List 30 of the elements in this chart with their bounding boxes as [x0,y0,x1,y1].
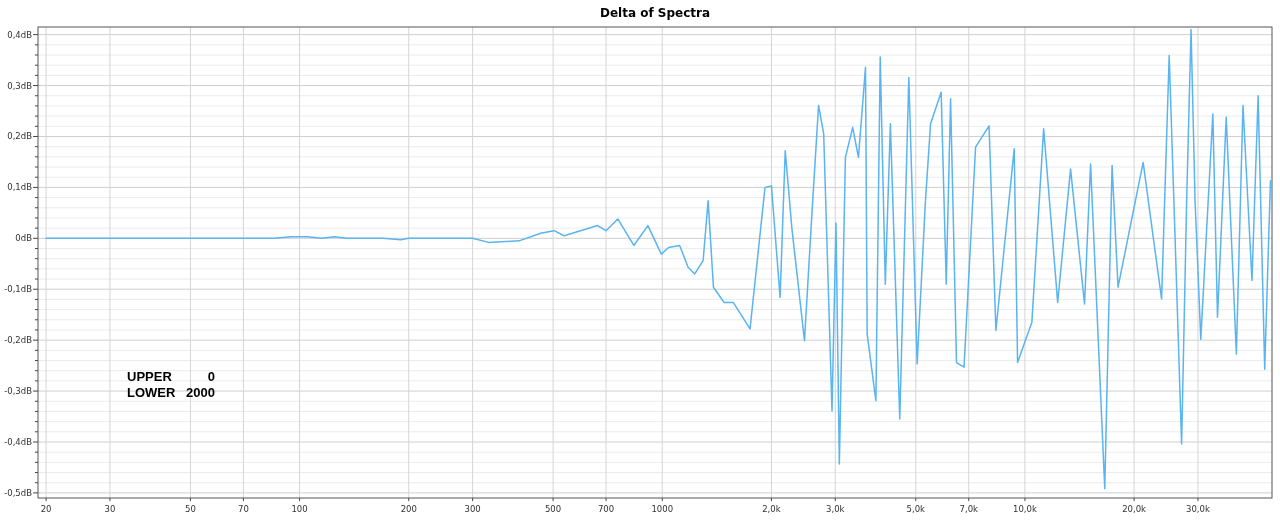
x-tick-label: 7,0k [959,504,979,514]
x-tick-label: 100 [291,504,308,514]
y-tick-label: 0dB [15,233,33,244]
x-tick-label: 70 [237,504,249,514]
x-tick-label: 10,0k [1013,504,1037,514]
text: UPPER 0 [127,369,215,384]
y-tick-label: -0,5dB [4,487,33,498]
annotation: LOWER 2000 [127,385,215,400]
x-tick-label: 20 [40,504,52,514]
x-tick-label: 30 [104,504,116,514]
x-tick-label: 20,0k [1122,504,1147,514]
x-tick-label: 700 [597,504,615,514]
y-tick-label: 0,1dB [7,182,33,193]
y-tick-label: 0,2dB [7,131,33,142]
x-tick-label: 30,0k [1186,504,1210,514]
y-tick-label: -0,3dB [4,386,33,397]
x-tick-label: 200 [400,504,417,514]
x-tick-label: 500 [544,504,562,514]
y-tick-label: 0,4dB [7,29,33,40]
y-tick-label: -0,4dB [4,436,33,447]
x-tick-label: 3,0k [826,504,845,514]
y-tick-label: -0,1dB [4,284,33,295]
x-tick-label: 1000 [651,504,674,514]
x-tick-label: 50 [184,504,196,514]
chart-title: Delta of Spectra [599,6,711,20]
y-tick-label: -0,2dB [4,335,33,346]
x-tick-label: 300 [464,504,481,514]
x-tick-label: 5,0k [906,504,926,514]
y-tick-label: 0,3dB [7,80,33,91]
x-tick-label: 2,0k [762,504,781,514]
